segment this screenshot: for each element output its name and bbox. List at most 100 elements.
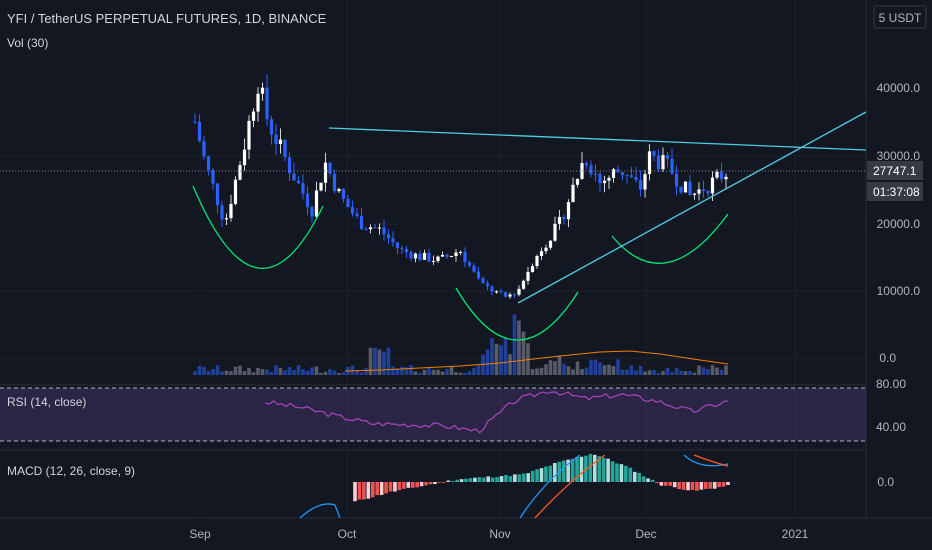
volume-bars — [193, 314, 728, 375]
pattern-curve-left — [192, 185, 324, 269]
macd-histogram-bar — [606, 458, 610, 482]
macd-histogram-bar — [517, 474, 522, 482]
volume-bar — [229, 371, 233, 375]
volume-bar — [670, 371, 674, 375]
macd-histogram-bar — [433, 482, 437, 485]
candle-body — [346, 198, 350, 208]
pattern-curve-right — [611, 213, 729, 264]
volume-bar — [211, 369, 215, 375]
macd-histogram-bar — [588, 453, 593, 482]
macd-histogram-bar — [610, 461, 615, 482]
candle-body — [652, 151, 656, 156]
time-tick: 2021 — [782, 527, 809, 541]
currency-badge[interactable]: 5 USDT — [879, 11, 922, 25]
candle-body — [323, 162, 328, 183]
macd-histogram-bar — [521, 473, 526, 482]
macd-histogram-bar — [579, 456, 584, 482]
ascending-trendline — [517, 111, 867, 304]
candle-body — [431, 260, 436, 262]
candle-body — [197, 121, 202, 142]
candle-body — [638, 180, 643, 190]
volume-bar — [571, 369, 575, 375]
volume-bar — [305, 370, 310, 375]
candle-body — [418, 253, 422, 260]
candle-body — [337, 188, 341, 192]
candle-body — [409, 252, 413, 259]
volume-bar — [422, 369, 427, 375]
volume-bar — [301, 369, 305, 375]
candle-body — [593, 173, 598, 175]
volume-bar — [701, 367, 706, 375]
volume-bar — [656, 372, 661, 375]
neckline-trendline — [328, 127, 867, 151]
macd-histogram — [353, 453, 730, 502]
volume-bar — [224, 370, 229, 375]
volume-bar — [242, 371, 247, 375]
candle-body — [350, 207, 355, 214]
candle-body — [661, 155, 665, 170]
candle-body — [611, 169, 616, 178]
macd-histogram-bar — [575, 457, 579, 482]
candle-body — [724, 176, 728, 180]
last-price-label-bg — [867, 161, 923, 180]
volume-bar — [625, 369, 629, 375]
candle-body — [643, 173, 647, 190]
price-tick: 30000.0 — [877, 149, 921, 163]
candle-body — [229, 203, 233, 219]
volume-bar — [197, 365, 202, 375]
pattern-curve-head — [455, 287, 579, 341]
volume-bar — [310, 367, 314, 375]
macd-histogram-bar — [717, 482, 721, 488]
candle-body — [494, 291, 499, 293]
volume-bar — [404, 367, 409, 375]
macd-histogram-bar — [393, 482, 397, 492]
macd-histogram-bar — [415, 482, 419, 488]
last-price-label: 27747.1 — [873, 164, 917, 178]
currency-badge-bg[interactable] — [873, 5, 927, 29]
volume-bar — [247, 367, 251, 375]
macd-label: MACD (12, 26, close, 9) — [7, 464, 135, 478]
candle-body — [697, 189, 701, 194]
macd-histogram-bar — [490, 477, 495, 482]
macd-histogram-bar — [672, 482, 677, 488]
volume-bar — [373, 347, 377, 375]
volume-bar — [436, 369, 440, 375]
candle-body — [508, 294, 512, 297]
volume-bar — [368, 347, 373, 375]
rsi-label: RSI (14, close) — [7, 395, 86, 409]
volume-bar — [688, 370, 692, 375]
macd-histogram-bar — [464, 478, 468, 482]
macd-histogram-bar — [468, 478, 473, 482]
volume-bar — [220, 371, 224, 375]
volume-bar — [616, 359, 620, 375]
volume-bar — [679, 370, 683, 375]
candle-body — [472, 265, 476, 272]
volume-bar — [530, 369, 535, 375]
volume-bar — [562, 363, 566, 375]
volume-bar — [683, 371, 688, 375]
volume-bar — [265, 369, 269, 375]
volume-bar — [296, 365, 301, 375]
volume-bar — [539, 367, 544, 375]
candle-body — [224, 218, 229, 220]
candle-body — [490, 286, 494, 292]
macd-histogram-bar — [624, 465, 628, 482]
macd-histogram-bar — [690, 482, 695, 490]
volume-bar — [620, 369, 625, 375]
volume-bar — [395, 368, 400, 375]
candle-body — [562, 217, 566, 220]
candle-body — [620, 172, 625, 175]
candle-body — [467, 262, 472, 266]
candle-body — [589, 165, 593, 174]
volume-bar — [490, 338, 494, 375]
candle-body — [557, 217, 562, 224]
macd-histogram-bar — [446, 480, 451, 482]
candle-body — [625, 174, 629, 176]
macd-histogram-bar — [615, 463, 619, 482]
candle-body — [373, 227, 377, 229]
volume-bar — [283, 370, 287, 375]
volume-bar — [665, 367, 670, 375]
volume-bar — [526, 343, 530, 375]
volume-bar — [472, 367, 476, 375]
